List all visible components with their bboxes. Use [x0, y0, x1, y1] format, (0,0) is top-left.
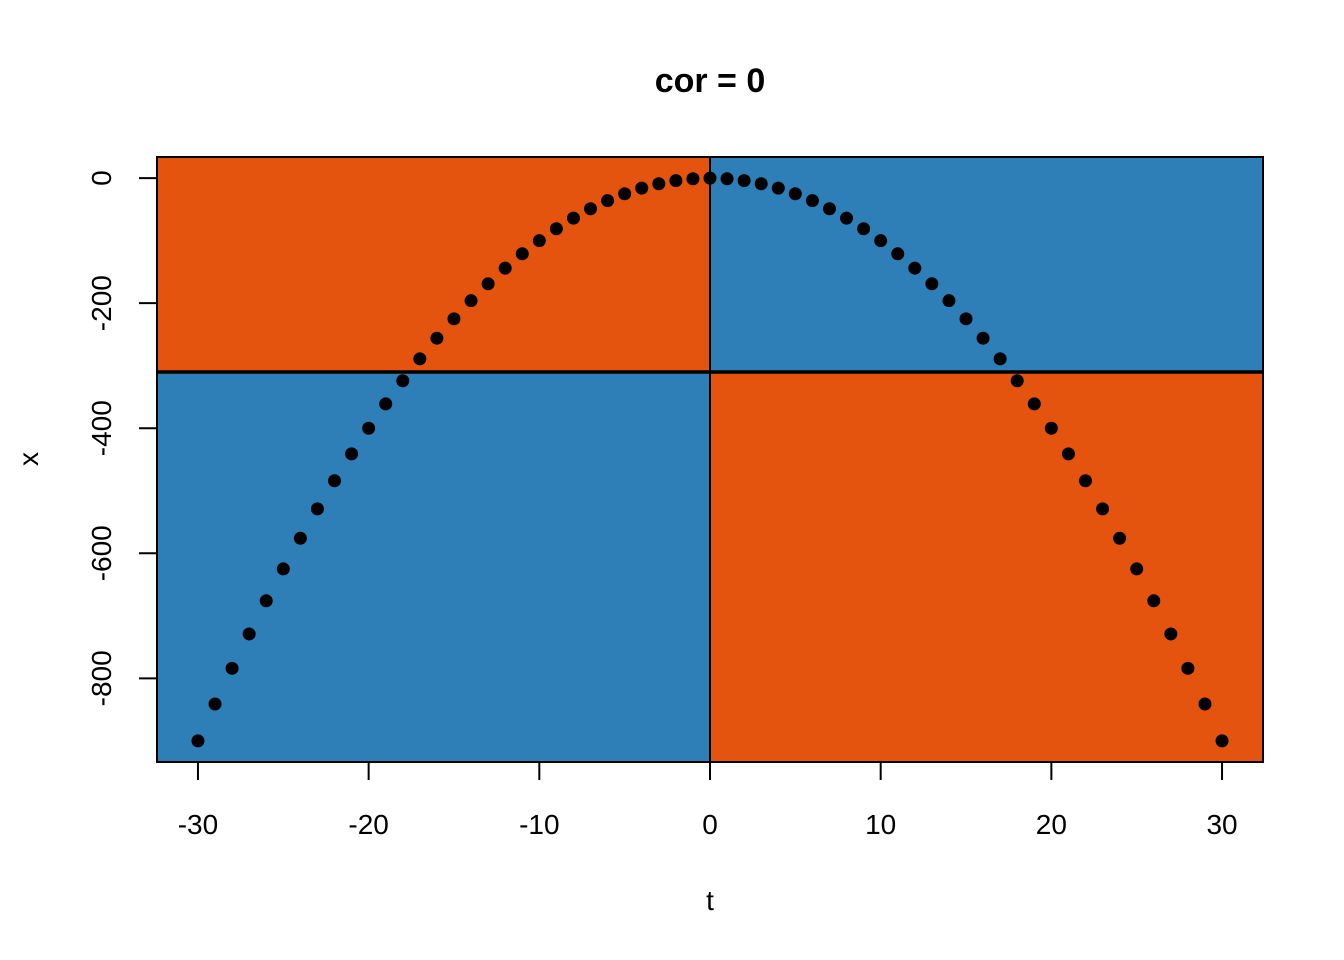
- data-point: [771, 181, 785, 195]
- chart-title: cor = 0: [655, 62, 766, 100]
- data-point: [635, 181, 649, 195]
- data-point: [1130, 562, 1144, 576]
- data-point: [345, 447, 359, 461]
- data-point: [874, 234, 888, 248]
- data-point: [259, 594, 273, 608]
- data-point: [1181, 661, 1195, 675]
- data-point: [1113, 531, 1127, 545]
- data-point: [1044, 421, 1058, 435]
- data-point: [942, 294, 956, 308]
- data-point: [1164, 627, 1178, 641]
- data-point: [328, 474, 342, 488]
- data-point: [532, 234, 546, 248]
- data-point: [788, 187, 802, 201]
- data-point: [993, 352, 1007, 366]
- data-point: [481, 277, 495, 291]
- data-point: [396, 374, 410, 388]
- data-point: [754, 177, 768, 191]
- data-point: [379, 397, 393, 411]
- data-point: [822, 202, 836, 216]
- data-point: [498, 261, 512, 275]
- x-tick-label: -20: [348, 809, 388, 840]
- data-point: [225, 661, 239, 675]
- data-point: [430, 331, 444, 345]
- data-point: [242, 627, 256, 641]
- data-point: [447, 312, 461, 326]
- x-tick-label: 0: [702, 809, 718, 840]
- data-point: [208, 697, 222, 711]
- data-point: [362, 421, 376, 435]
- data-point: [959, 312, 973, 326]
- data-point: [703, 171, 717, 185]
- data-point: [669, 174, 683, 188]
- y-tick-label: -800: [86, 650, 117, 706]
- data-point: [515, 247, 529, 261]
- y-tick-label: 0: [86, 170, 117, 186]
- data-point: [413, 352, 427, 366]
- data-point: [805, 194, 819, 208]
- data-point: [652, 177, 666, 191]
- data-point: [276, 562, 290, 576]
- data-point: [1027, 397, 1041, 411]
- data-point: [857, 222, 871, 236]
- x-tick-label: 20: [1036, 809, 1067, 840]
- data-point: [191, 734, 205, 748]
- y-tick-label: -200: [86, 275, 117, 331]
- x-axis: -30 -20 -10 0 10 20 30: [178, 761, 1238, 840]
- data-point: [1198, 697, 1212, 711]
- data-point: [310, 502, 324, 516]
- data-point: [976, 331, 990, 345]
- data-point: [686, 172, 700, 186]
- data-point: [601, 194, 615, 208]
- data-point: [1010, 374, 1024, 388]
- x-tick-label: -10: [519, 809, 559, 840]
- data-point: [293, 531, 307, 545]
- data-point: [584, 202, 598, 216]
- plot-area: [156, 156, 1264, 763]
- x-tick-label: 30: [1206, 809, 1237, 840]
- y-axis-label: x: [13, 452, 44, 466]
- y-tick-label: -400: [86, 400, 117, 456]
- data-point: [891, 247, 905, 261]
- data-point: [464, 294, 478, 308]
- x-axis-label: t: [706, 885, 714, 916]
- y-tick-label: -600: [86, 525, 117, 581]
- data-point: [720, 172, 734, 186]
- data-point: [925, 277, 939, 291]
- data-point: [1061, 447, 1075, 461]
- quadrant-bottom-right: [710, 371, 1263, 762]
- data-point: [1215, 734, 1229, 748]
- data-point: [1078, 474, 1092, 488]
- data-point: [1147, 594, 1161, 608]
- data-point: [566, 211, 580, 225]
- data-point: [737, 174, 751, 188]
- y-axis: 0 -200 -400 -600 -800: [86, 170, 158, 706]
- data-point: [840, 211, 854, 225]
- x-tick-label: -30: [178, 809, 218, 840]
- data-point: [549, 222, 563, 236]
- quadrant-bottom-left: [157, 371, 710, 762]
- x-tick-label: 10: [865, 809, 896, 840]
- data-point: [908, 261, 922, 275]
- data-point: [618, 187, 632, 201]
- data-point: [1096, 502, 1110, 516]
